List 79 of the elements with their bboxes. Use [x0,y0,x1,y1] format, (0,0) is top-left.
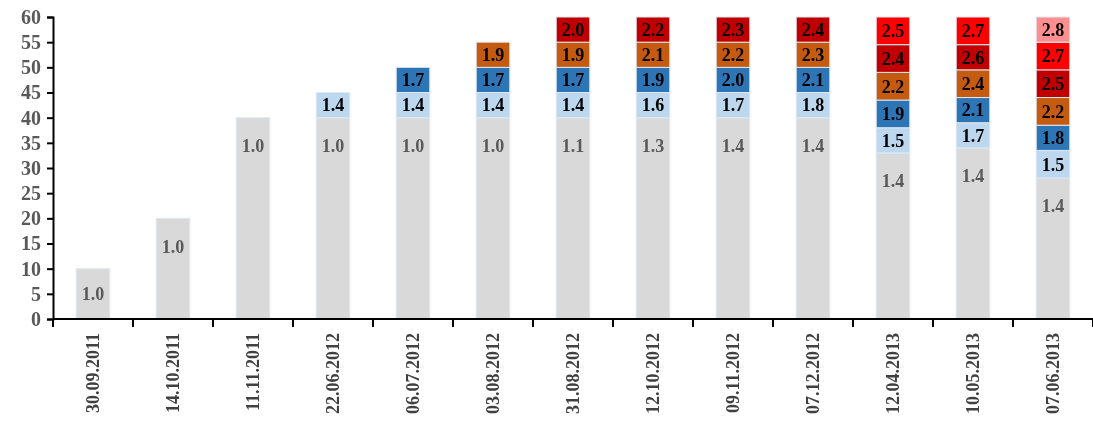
y-tick-label: 40 [21,106,41,129]
annotation: 2.4 [881,48,905,69]
annotation: 1.8 [801,95,825,116]
annotation: 1.7 [961,125,985,146]
annotation: 2.1 [961,100,985,121]
y-tick-label: 25 [21,182,41,205]
annotation: 2.4 [801,19,825,40]
bar [155,217,191,320]
annotation: 1.5 [1041,154,1065,175]
annotation: 1.5 [881,130,905,151]
y-tick-label: 35 [21,131,41,154]
annotation: 1.9 [481,45,505,66]
x-tick-label: 31.08.2012 [563,333,584,414]
annotation: 2.1 [641,45,665,66]
x-tick-label: 12.10.2012 [643,333,664,414]
x-tick-label: 14.10.2011 [163,333,184,414]
annotation: 1.9 [561,45,585,66]
annotation: 2.4 [961,73,985,94]
x-tick-label: 09.11.2012 [723,333,744,414]
y-tick-label: 20 [21,207,41,230]
annotation: 1.4 [561,95,585,116]
annotation: 1.4 [801,135,825,156]
y-tick-label: 55 [21,31,41,54]
x-tick-label: 11.11.2011 [243,333,264,412]
annotation: 1.0 [321,135,345,156]
annotation: 1.7 [561,70,585,91]
annotation: 2.8 [1041,19,1065,40]
annotation: 1.4 [401,95,425,116]
annotation: 2.6 [961,47,985,68]
annotation: 1.0 [81,284,105,305]
annotation: 2.3 [721,19,745,40]
annotation: 1.9 [641,70,665,91]
annotation: 2.5 [1041,73,1065,94]
y-tick-label: 15 [21,232,41,255]
annotation: 1.4 [881,171,905,192]
annotation: 1.4 [481,95,505,116]
annotation: 2.2 [641,19,665,40]
y-tick-label: 5 [31,282,41,305]
annotation: 1.4 [961,166,985,187]
annotation: 2.7 [961,21,985,42]
annotation: 2.2 [1041,101,1065,122]
annotation: 1.4 [721,135,745,156]
annotation: 1.0 [401,135,425,156]
y-tick-label: 10 [21,257,41,280]
annotation: 2.2 [881,76,905,97]
annotation: 1.7 [721,95,745,116]
annotation: 2.7 [1041,46,1065,67]
bar [235,117,271,320]
annotation: 1.6 [641,95,665,116]
x-tick-label: 07.06.2013 [1043,333,1064,414]
x-tick-label: 03.08.2012 [483,333,504,414]
annotation: 2.0 [561,19,585,40]
annotation: 2.0 [721,70,745,91]
y-tick-label: 50 [21,56,41,79]
annotation: 1.0 [161,236,185,257]
annotation: 1.7 [401,70,425,91]
y-tick-label: 60 [21,5,41,28]
annotation: 2.5 [881,21,905,42]
annotation: 1.3 [641,135,665,156]
annotation: 1.4 [1041,196,1065,217]
annotation: 1.7 [481,70,505,91]
annotation: 1.0 [241,135,265,156]
annotation: 1.8 [1041,128,1065,149]
x-tick-label: 06.07.2012 [403,333,424,414]
x-tick-label: 12.04.2013 [883,333,904,414]
y-tick-label: 0 [31,307,41,330]
annotation: 1.9 [881,104,905,125]
x-tick-label: 07.12.2012 [803,333,824,414]
x-tick-label: 30.09.2011 [83,333,104,414]
y-tick-label: 30 [21,156,41,179]
y-tick-label: 45 [21,81,41,104]
annotation: 1.4 [321,95,345,116]
x-tick-label: 10.05.2013 [963,333,984,414]
annotation: 2.1 [801,70,825,91]
annotation: 2.3 [801,45,825,66]
annotation: 1.0 [481,135,505,156]
annotation: 2.2 [721,45,745,66]
annotation: 1.1 [561,135,585,156]
x-tick-label: 22.06.2012 [323,333,344,414]
